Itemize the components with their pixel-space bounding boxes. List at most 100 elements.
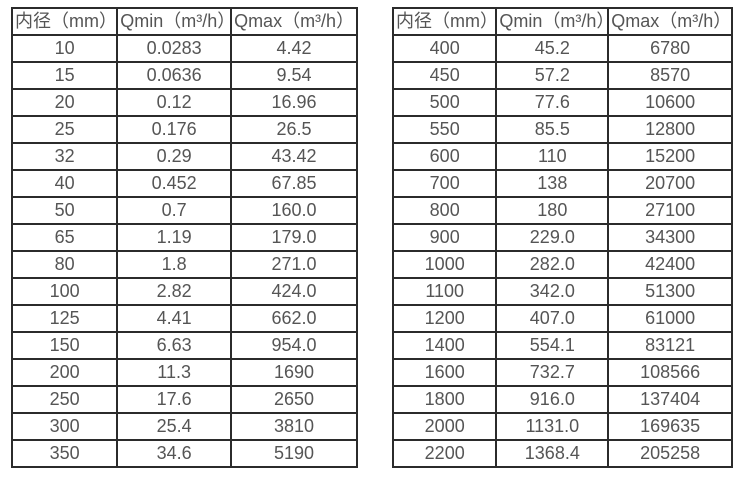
- table-body: 10 0.0283 4.42 15 0.0636 9.54 20 0.12 16.96 25 0.1…: [10, 34, 358, 468]
- table-cell: 137404: [607, 385, 733, 414]
- table-row: 2000 1131.0 169635: [391, 412, 733, 441]
- table-row: 200 11.3 1690: [10, 358, 358, 387]
- table-cell: 4.41: [116, 304, 233, 333]
- table-cell: 15: [10, 61, 119, 90]
- table-cell: 271.0: [230, 250, 358, 279]
- table-cell: 550: [391, 115, 498, 144]
- table-row: 25 0.176 26.5: [10, 115, 358, 144]
- table-cell: 662.0: [230, 304, 358, 333]
- table-cell: 0.7: [116, 196, 233, 225]
- table-row: 1400 554.1 83121: [391, 331, 733, 360]
- table-cell: 1368.4: [495, 439, 610, 468]
- table-cell: 342.0: [495, 277, 610, 306]
- table-cell: 12800: [607, 115, 733, 144]
- table-body: 400 45.2 6780 450 57.2 8570 500 77.6 10600 550 85.…: [391, 34, 733, 468]
- table-row: 800 180 27100: [391, 196, 733, 225]
- table-row: 10 0.0283 4.42: [10, 34, 358, 63]
- flow-table-large-diameters: 内径（mm） Qmin（m³/h） Qmax（m³/h） 400 45.2 6780…: [391, 7, 733, 468]
- table-row: 350 34.6 5190: [10, 439, 358, 468]
- table-row: 900 229.0 34300: [391, 223, 733, 252]
- table-cell: 169635: [607, 412, 733, 441]
- table-header: 内径（mm） Qmin（m³/h） Qmax（m³/h）: [10, 7, 358, 36]
- table-row: 50 0.7 160.0: [10, 196, 358, 225]
- header-cell-qmin: Qmin（m³/h）: [495, 7, 610, 36]
- table-cell: 77.6: [495, 88, 610, 117]
- table-cell: 0.0636: [116, 61, 233, 90]
- table-cell: 4.42: [230, 34, 358, 63]
- table-cell: 34300: [607, 223, 733, 252]
- table-cell: 51300: [607, 277, 733, 306]
- table-cell: 1800: [391, 385, 498, 414]
- table-cell: 34.6: [116, 439, 233, 468]
- table-cell: 50: [10, 196, 119, 225]
- table-cell: 11.3: [116, 358, 233, 387]
- table-cell: 0.0283: [116, 34, 233, 63]
- table-row: 300 25.4 3810: [10, 412, 358, 441]
- table-row: 500 77.6 10600: [391, 88, 733, 117]
- table-cell: 1690: [230, 358, 358, 387]
- table-cell: 42400: [607, 250, 733, 279]
- table-cell: 17.6: [116, 385, 233, 414]
- table-cell: 0.452: [116, 169, 233, 198]
- table-row: 2200 1368.4 205258: [391, 439, 733, 468]
- table-cell: 180: [495, 196, 610, 225]
- table-cell: 25.4: [116, 412, 233, 441]
- table-cell: 125: [10, 304, 119, 333]
- table-row: 450 57.2 8570: [391, 61, 733, 90]
- table-cell: 61000: [607, 304, 733, 333]
- header-cell-qmin: Qmin（m³/h）: [116, 7, 233, 36]
- table-row: 400 45.2 6780: [391, 34, 733, 63]
- table-cell: 424.0: [230, 277, 358, 306]
- table-cell: 2.82: [116, 277, 233, 306]
- table-row: 100 2.82 424.0: [10, 277, 358, 306]
- table-cell: 250: [10, 385, 119, 414]
- table-cell: 1.19: [116, 223, 233, 252]
- table-row: 40 0.452 67.85: [10, 169, 358, 198]
- table-cell: 67.85: [230, 169, 358, 198]
- table-cell: 138: [495, 169, 610, 198]
- table-cell: 205258: [607, 439, 733, 468]
- table-cell: 600: [391, 142, 498, 171]
- table-cell: 40: [10, 169, 119, 198]
- table-cell: 200: [10, 358, 119, 387]
- header-cell-diameter: 内径（mm）: [391, 7, 498, 36]
- table-cell: 229.0: [495, 223, 610, 252]
- table-cell: 954.0: [230, 331, 358, 360]
- table-cell: 0.29: [116, 142, 233, 171]
- table-row: 700 138 20700: [391, 169, 733, 198]
- table-cell: 8570: [607, 61, 733, 90]
- table-cell: 16.96: [230, 88, 358, 117]
- table-cell: 65: [10, 223, 119, 252]
- table-cell: 916.0: [495, 385, 610, 414]
- table-cell: 25: [10, 115, 119, 144]
- table-cell: 1400: [391, 331, 498, 360]
- table-row: 1100 342.0 51300: [391, 277, 733, 306]
- table-row: 15 0.0636 9.54: [10, 61, 358, 90]
- table-header: 内径（mm） Qmin（m³/h） Qmax（m³/h）: [391, 7, 733, 36]
- table-row: 150 6.63 954.0: [10, 331, 358, 360]
- table-cell: 1.8: [116, 250, 233, 279]
- table-cell: 732.7: [495, 358, 610, 387]
- table-cell: 27100: [607, 196, 733, 225]
- table-cell: 43.42: [230, 142, 358, 171]
- header-cell-qmax: Qmax（m³/h）: [230, 7, 358, 36]
- table-row: 1200 407.0 61000: [391, 304, 733, 333]
- table-row: 80 1.8 271.0: [10, 250, 358, 279]
- table-row: 65 1.19 179.0: [10, 223, 358, 252]
- header-cell-diameter: 内径（mm）: [10, 7, 119, 36]
- header-row: 内径（mm） Qmin（m³/h） Qmax（m³/h）: [10, 7, 358, 36]
- table-cell: 108566: [607, 358, 733, 387]
- table-cell: 450: [391, 61, 498, 90]
- table-row: 250 17.6 2650: [10, 385, 358, 414]
- table-cell: 6780: [607, 34, 733, 63]
- table-row: 125 4.41 662.0: [10, 304, 358, 333]
- table-cell: 1000: [391, 250, 498, 279]
- table-cell: 45.2: [495, 34, 610, 63]
- table-row: 32 0.29 43.42: [10, 142, 358, 171]
- table-cell: 179.0: [230, 223, 358, 252]
- table-cell: 2200: [391, 439, 498, 468]
- table-cell: 2650: [230, 385, 358, 414]
- table-cell: 350: [10, 439, 119, 468]
- table-cell: 400: [391, 34, 498, 63]
